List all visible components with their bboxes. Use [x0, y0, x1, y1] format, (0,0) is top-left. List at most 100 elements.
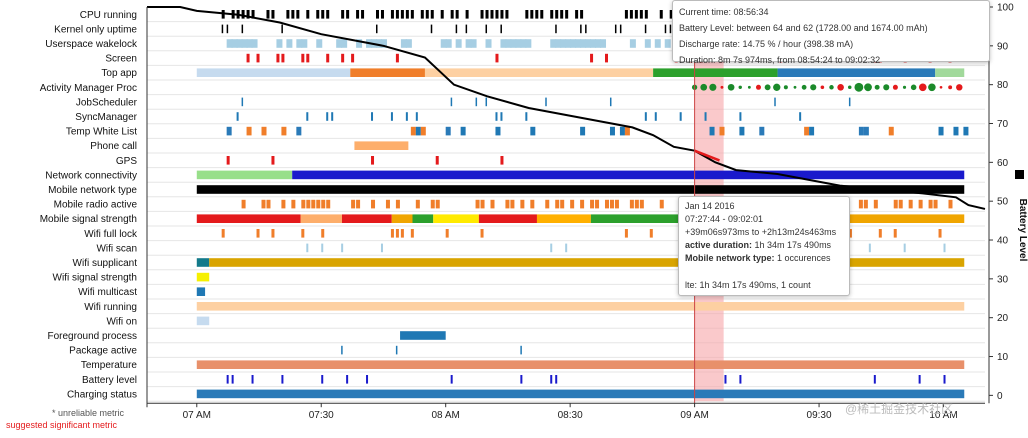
event-tick	[485, 39, 492, 48]
event-tick	[629, 199, 634, 209]
x-tick-label-2: 08 AM	[432, 410, 460, 421]
event-tick	[291, 10, 295, 19]
proc-dot	[918, 83, 927, 92]
event-tick	[440, 10, 444, 19]
event-tick	[799, 112, 802, 121]
event-tick	[938, 126, 944, 136]
event-tick	[918, 375, 921, 384]
y-tick-label-40: 40	[997, 236, 1009, 247]
event-tick	[271, 156, 275, 165]
event-tick	[540, 10, 544, 19]
event-tick	[241, 24, 244, 34]
row-label-15: Wifi full lock	[84, 229, 138, 240]
event-tick	[375, 24, 378, 34]
event-tick	[644, 10, 648, 19]
tooltip-duration: Duration: 8m 7s 974ms, from 08:54:24 to …	[679, 55, 881, 65]
event-tick	[341, 243, 344, 253]
event-tick	[928, 199, 933, 209]
segment-bar	[196, 360, 965, 369]
event-tick	[943, 375, 946, 384]
segment-bar	[196, 302, 965, 311]
segment-bar	[300, 214, 342, 223]
event-tick	[555, 39, 562, 48]
x-tick-label-5: 09:30	[807, 410, 832, 421]
event-tick	[445, 229, 449, 238]
segment-bar	[209, 258, 965, 267]
event-tick	[346, 375, 349, 384]
row-label-20: Wifi running	[84, 302, 137, 313]
event-tick	[500, 39, 507, 48]
event-tick	[739, 126, 745, 136]
event-tick	[241, 10, 245, 19]
row-label-5: Activity Manager Proc	[40, 83, 137, 94]
event-tick	[316, 199, 321, 209]
event-tick	[430, 24, 433, 34]
x-tick-label-4: 09 AM	[680, 410, 708, 421]
y-tick-label-80: 80	[997, 80, 1009, 91]
segment-bar	[653, 68, 778, 77]
event-tick	[709, 126, 715, 136]
event-tick	[286, 10, 290, 19]
event-tick	[580, 126, 586, 136]
event-tick	[614, 199, 619, 209]
event-tick	[555, 10, 559, 19]
row-label-22: Foreground process	[48, 331, 138, 342]
proc-dot	[874, 84, 880, 90]
event-tick	[331, 112, 334, 121]
row-label-21: Wifi on	[106, 316, 137, 327]
event-tick	[495, 53, 499, 63]
event-tick	[346, 10, 350, 19]
event-tick	[614, 24, 617, 34]
event-tick	[505, 10, 509, 19]
segment-bar	[292, 170, 965, 180]
event-tick	[226, 39, 233, 48]
event-tick	[385, 199, 390, 209]
event-tick	[306, 53, 310, 63]
event-tick	[415, 112, 418, 121]
event-tick	[948, 199, 953, 209]
segment-bar	[196, 287, 206, 296]
event-tick	[375, 10, 379, 19]
event-tick	[550, 243, 553, 253]
proc-dot	[783, 85, 788, 90]
segment-bar	[196, 258, 210, 267]
event-tick	[520, 199, 525, 209]
event-tick	[465, 39, 472, 48]
event-tick	[246, 126, 252, 136]
event-tick	[281, 375, 284, 384]
proc-dot	[939, 85, 943, 89]
event-tick	[326, 112, 329, 121]
tooltip-type-label: Mobile network type:	[685, 253, 775, 263]
event-tick	[903, 243, 906, 253]
y-tick-label-90: 90	[997, 41, 1009, 52]
tooltip-offset: +39m06s973ms to +2h13m24s463ms	[685, 227, 837, 237]
segment-bar	[354, 141, 409, 150]
event-tick	[480, 10, 484, 19]
event-tick	[868, 243, 871, 253]
event-tick	[575, 10, 579, 19]
event-tick	[301, 53, 305, 63]
event-tick	[505, 39, 512, 48]
event-tick	[609, 97, 612, 107]
segment-bar	[400, 331, 446, 340]
event-tick	[595, 199, 600, 209]
x-tick-label-3: 08:30	[558, 410, 583, 421]
event-tick	[450, 375, 453, 384]
event-tick	[341, 53, 345, 63]
event-tick	[848, 229, 852, 238]
event-tick	[425, 10, 429, 19]
event-tick	[525, 39, 532, 48]
event-tick	[634, 10, 638, 19]
row-label-9: Phone call	[90, 141, 137, 152]
x-tick-label-0: 07 AM	[183, 410, 211, 421]
event-tick	[918, 199, 923, 209]
event-tick	[356, 39, 363, 48]
event-tick	[281, 126, 287, 136]
y-axis-title: Battery Level	[1017, 199, 1028, 262]
tooltip-active-value: 1h 34m 17s 490ms	[752, 240, 832, 250]
event-tick	[580, 24, 582, 34]
row-label-25: Battery level	[82, 375, 137, 386]
event-tick	[445, 126, 451, 136]
proc-dot	[829, 85, 834, 90]
